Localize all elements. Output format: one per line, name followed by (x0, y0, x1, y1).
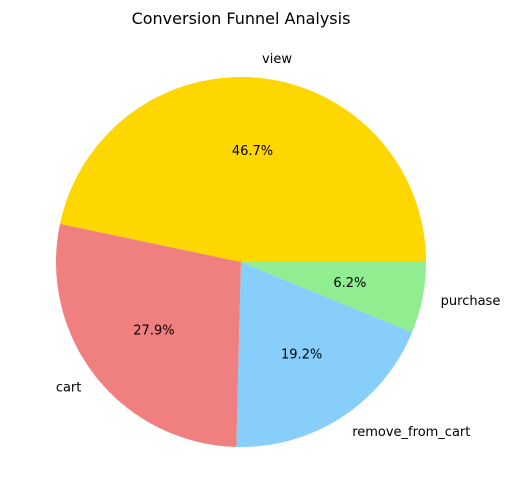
pct-label-purchase: 6.2% (333, 276, 366, 291)
slice-label-view: view (262, 52, 292, 67)
pie-slices (56, 77, 426, 447)
slice-label-cart: cart (56, 381, 82, 396)
slice-label-remove-from-cart: remove_from_cart (352, 425, 470, 440)
slice-label-purchase: purchase (441, 294, 501, 309)
chart-title: Conversion Funnel Analysis (132, 9, 351, 28)
pct-label-cart: 27.9% (133, 323, 174, 338)
pie-slice-view (60, 77, 426, 262)
pct-label-remove-from-cart: 19.2% (281, 347, 322, 362)
pct-label-view: 46.7% (232, 144, 273, 159)
